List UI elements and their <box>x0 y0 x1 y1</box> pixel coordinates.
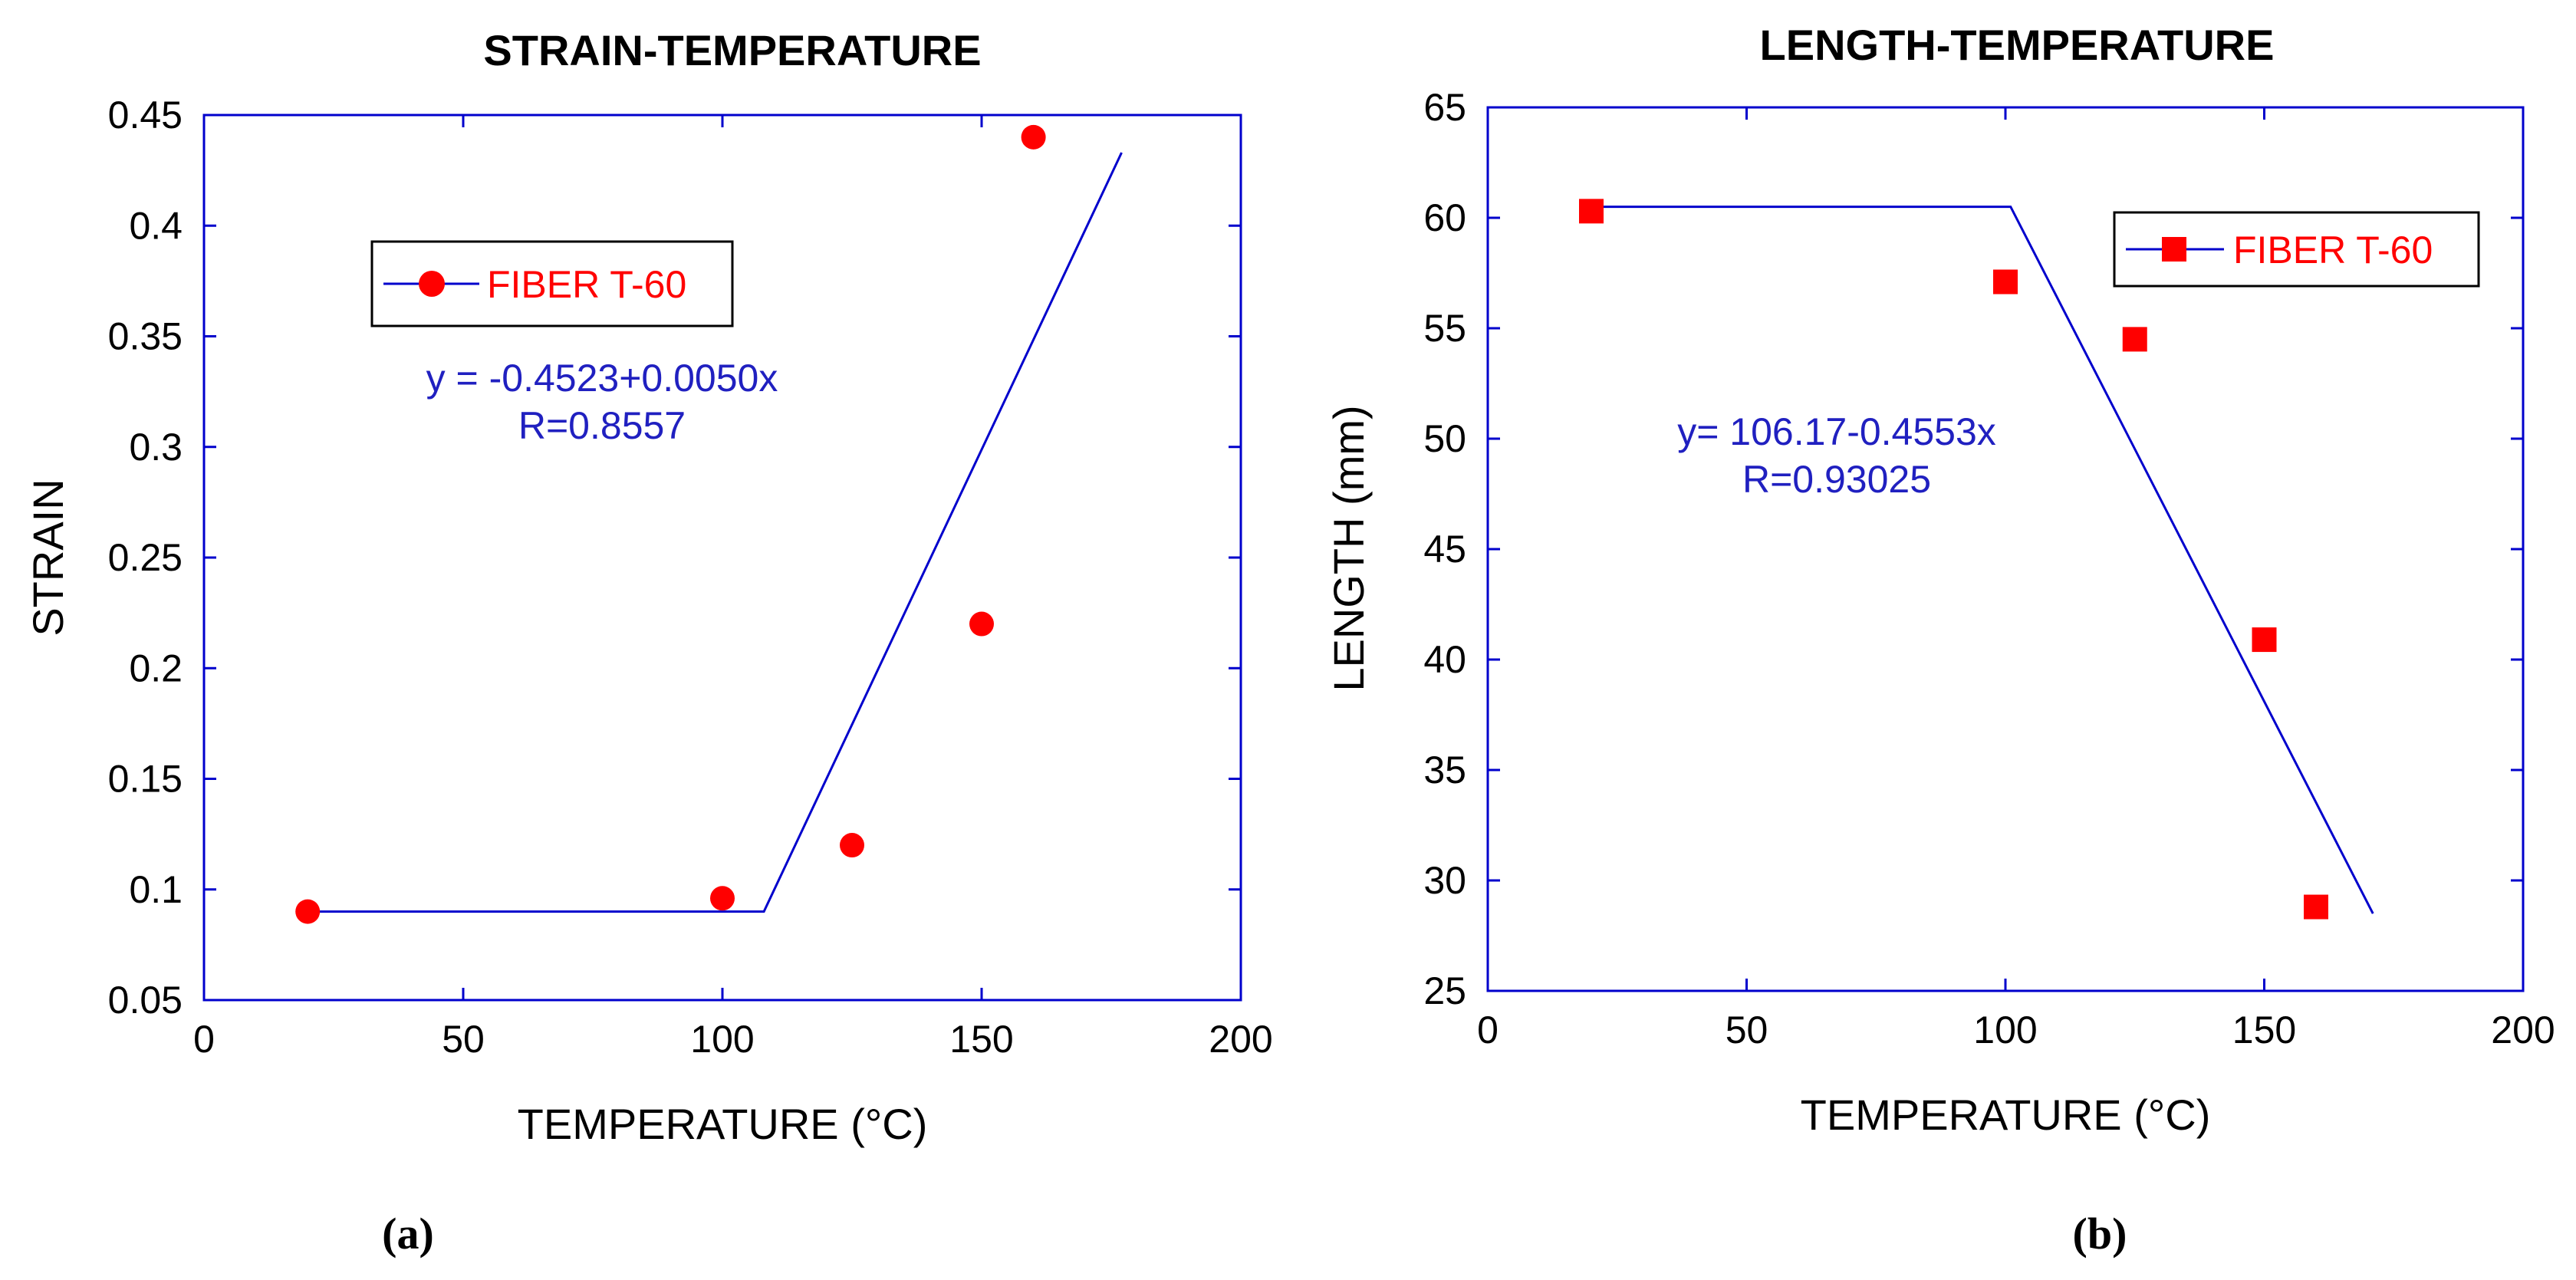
x-tick-label: 50 <box>1726 1009 1768 1051</box>
y-axis-label: LENGTH (mm) <box>1324 405 1373 691</box>
data-point <box>2304 894 2328 920</box>
x-tick-label: 100 <box>1973 1009 2037 1051</box>
y-tick-label: 0.45 <box>108 94 183 137</box>
legend-marker-circle <box>419 271 445 297</box>
panel-label: (b) <box>2073 1209 2127 1259</box>
y-axis-label: STRAIN <box>24 479 72 636</box>
data-point <box>295 899 321 924</box>
legend-label: FIBER T-60 <box>487 263 686 306</box>
data-point <box>1579 199 1604 224</box>
chart-strain-temperature: STRAIN-TEMPERATURE 0 50 100 150 200 0.050.10… <box>24 26 1273 1259</box>
data-point <box>1021 124 1046 150</box>
data-markers <box>1579 199 2328 920</box>
x-tick-label: 200 <box>1209 1018 1272 1061</box>
y-tick-label: 0.4 <box>129 204 183 247</box>
x-tick-label: 0 <box>193 1018 215 1061</box>
y-tick-label: 55 <box>1423 307 1466 350</box>
y-tick-label: 35 <box>1423 749 1466 791</box>
y-tick-label: 50 <box>1423 417 1466 460</box>
chart-title: STRAIN-TEMPERATURE <box>483 26 981 74</box>
axis-ticks <box>202 114 1242 1002</box>
y-tick-labels: 0.05 0.1 0.15 0.2 0.25 0.3 0.35 0.4 0.45 <box>108 94 183 1022</box>
data-point <box>710 886 735 911</box>
y-tick-label: 40 <box>1423 638 1466 681</box>
fit-equation: y= 106.17-0.4553x <box>1677 410 1996 453</box>
y-tick-label: 45 <box>1423 528 1466 571</box>
x-axis-label: TEMPERATURE (°C) <box>518 1100 928 1148</box>
x-tick-label: 150 <box>2232 1009 2296 1051</box>
legend: FIBER T-60 <box>370 240 734 327</box>
y-tick-label: 65 <box>1423 86 1466 129</box>
y-tick-label: 30 <box>1423 859 1466 902</box>
x-tick-label: 0 <box>1477 1009 1499 1051</box>
data-point <box>840 833 864 858</box>
legend-label: FIBER T-60 <box>2233 229 2433 271</box>
y-tick-label: 0.15 <box>108 758 183 801</box>
x-tick-labels: 0 50 100 150 200 <box>1477 1009 2555 1051</box>
fit-r-value: R=0.93025 <box>1742 458 1931 501</box>
y-tick-label: 0.1 <box>129 868 183 911</box>
y-tick-label: 0.35 <box>108 315 183 358</box>
axis-ticks <box>1486 106 2525 992</box>
y-tick-labels: 25 30 35 40 45 50 55 60 65 <box>1423 86 1466 1012</box>
fit-equation: y = -0.4523+0.0050x <box>426 357 778 400</box>
panel-label: (a) <box>382 1209 434 1259</box>
data-point <box>969 611 994 637</box>
data-markers <box>295 124 1046 924</box>
x-tick-labels: 0 50 100 150 200 <box>193 1018 1273 1061</box>
data-point <box>2122 327 2147 352</box>
fit-line <box>1591 206 2374 914</box>
x-tick-label: 150 <box>949 1018 1013 1061</box>
y-tick-label: 0.25 <box>108 536 183 579</box>
legend: FIBER T-60 <box>2113 211 2480 288</box>
x-tick-label: 50 <box>442 1018 485 1061</box>
x-tick-label: 100 <box>690 1018 754 1061</box>
fit-line <box>308 152 1123 913</box>
y-tick-label: 0.05 <box>108 979 183 1022</box>
y-tick-label: 25 <box>1423 969 1466 1012</box>
x-axis-label: TEMPERATURE (°C) <box>1801 1091 2211 1139</box>
x-tick-label: 200 <box>2491 1009 2555 1051</box>
y-tick-label: 60 <box>1423 196 1466 239</box>
chart-title: LENGTH-TEMPERATURE <box>1760 21 2275 69</box>
y-tick-label: 0.2 <box>129 647 183 689</box>
legend-marker-square <box>2162 237 2186 262</box>
y-tick-label: 0.3 <box>129 426 183 469</box>
data-point <box>2252 627 2277 653</box>
chart-length-temperature: LENGTH-TEMPERATURE 0 50 100 150 200 25 30 35 40… <box>1324 21 2555 1259</box>
data-point <box>1993 269 2018 294</box>
fit-r-value: R=0.8557 <box>518 404 686 447</box>
